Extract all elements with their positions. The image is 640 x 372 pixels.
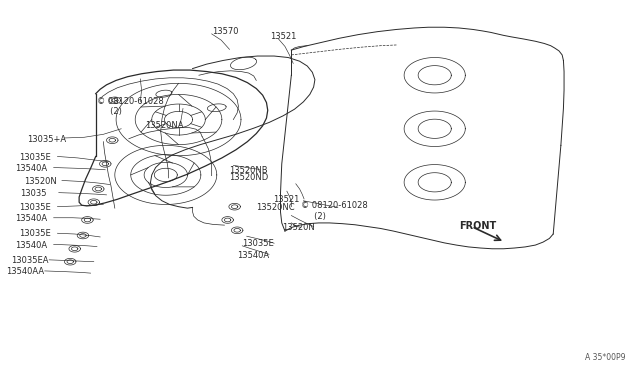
Text: 13520ND: 13520ND (230, 173, 269, 182)
Text: 13540AA: 13540AA (6, 267, 45, 276)
Text: © 08120-61028
     (2): © 08120-61028 (2) (97, 97, 164, 116)
Text: 13540A: 13540A (237, 251, 269, 260)
Text: 13035: 13035 (20, 189, 47, 198)
Text: 13540A: 13540A (15, 164, 47, 173)
Text: 13035EA: 13035EA (11, 256, 49, 265)
Text: 13035E: 13035E (19, 230, 51, 238)
Text: 13520NC: 13520NC (256, 203, 295, 212)
Text: 13521: 13521 (273, 195, 300, 204)
Text: A 35*00P9: A 35*00P9 (586, 353, 626, 362)
Text: 13520NA: 13520NA (145, 121, 183, 130)
Text: 13035E: 13035E (19, 153, 51, 162)
Text: 13035E: 13035E (19, 203, 51, 212)
Text: FRONT: FRONT (459, 221, 496, 231)
Text: 13521: 13521 (270, 32, 297, 41)
Text: 13520N: 13520N (282, 223, 314, 232)
Text: 13520NB: 13520NB (230, 166, 268, 174)
Text: 13540A: 13540A (15, 241, 47, 250)
Text: 13520N: 13520N (24, 177, 56, 186)
Text: 13035E: 13035E (243, 240, 274, 248)
Text: 13570: 13570 (212, 27, 238, 36)
Text: 13540A: 13540A (15, 214, 47, 223)
Text: © 08120-61028
     (2): © 08120-61028 (2) (301, 201, 367, 221)
Text: 13035+A: 13035+A (27, 135, 66, 144)
